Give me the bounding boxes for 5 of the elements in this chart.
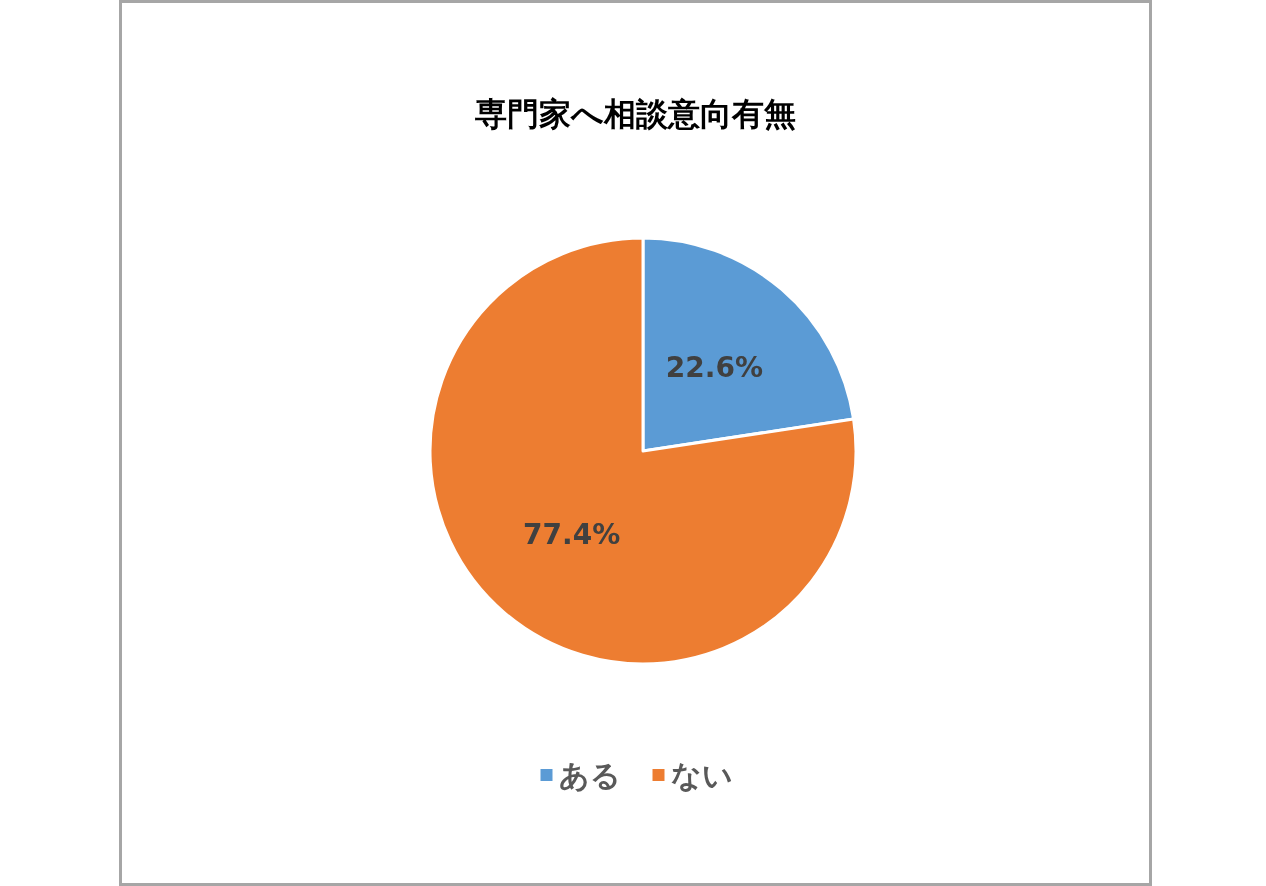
- data-label: 22.6%: [665, 351, 763, 385]
- data-label: 77.4%: [523, 517, 621, 551]
- chart-title: 専門家へ相談意向有無: [475, 95, 796, 133]
- legend-label: ない: [670, 757, 733, 793]
- legend-label: ある: [558, 757, 621, 793]
